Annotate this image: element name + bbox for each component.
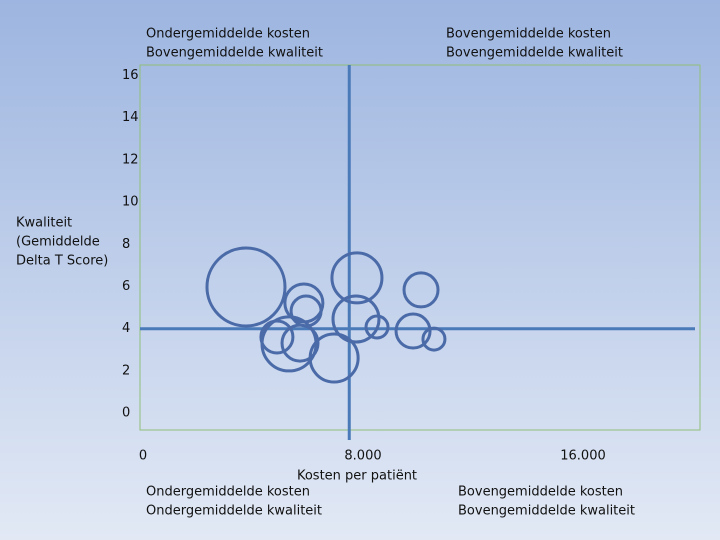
- quadrant-label: Ondergemiddelde kosten: [146, 27, 310, 42]
- y-tick-label: 14: [122, 110, 139, 125]
- y-tick-label: 16: [122, 68, 139, 83]
- plot-border: [139, 64, 701, 431]
- quadrant-label: Ondergemiddelde kwaliteit: [146, 504, 322, 519]
- x-axis-label: Kosten per patiënt: [297, 469, 417, 484]
- y-axis-label: Kwaliteit: [16, 216, 72, 231]
- bubble: [331, 294, 381, 344]
- x-tick-label: 16.000: [560, 449, 606, 464]
- x-tick-label: 0: [139, 449, 147, 464]
- bubble: [394, 312, 432, 350]
- y-tick-label: 6: [122, 279, 130, 294]
- quadrant-label: Bovengemiddelde kwaliteit: [146, 46, 323, 61]
- quadrant-label: Bovengemiddelde kwaliteit: [446, 46, 623, 61]
- bubble: [364, 314, 390, 340]
- y-axis-label: Delta T Score): [16, 254, 108, 269]
- y-tick-label: 12: [122, 152, 139, 167]
- y-tick-label: 2: [122, 363, 130, 378]
- quadrant-label: Ondergemiddelde kosten: [146, 485, 310, 500]
- y-tick-label: 0: [122, 406, 130, 421]
- y-tick-label: 10: [122, 195, 139, 210]
- bubble: [421, 326, 447, 352]
- bubble: [330, 251, 384, 305]
- y-tick-label: 4: [122, 321, 130, 336]
- bubble: [308, 332, 360, 384]
- y-axis-label: (Gemiddelde: [16, 235, 100, 250]
- quadrant-label: Bovengemiddelde kosten: [446, 27, 611, 42]
- x-tick-label: 8.000: [344, 449, 381, 464]
- quadrant-label: Bovengemiddelde kosten: [458, 485, 623, 500]
- quadrant-label: Bovengemiddelde kwaliteit: [458, 504, 635, 519]
- bubble: [402, 271, 440, 309]
- bubble: [283, 282, 325, 324]
- bubble: [259, 319, 295, 355]
- y-tick-label: 8: [122, 237, 130, 252]
- bubble: [205, 246, 287, 328]
